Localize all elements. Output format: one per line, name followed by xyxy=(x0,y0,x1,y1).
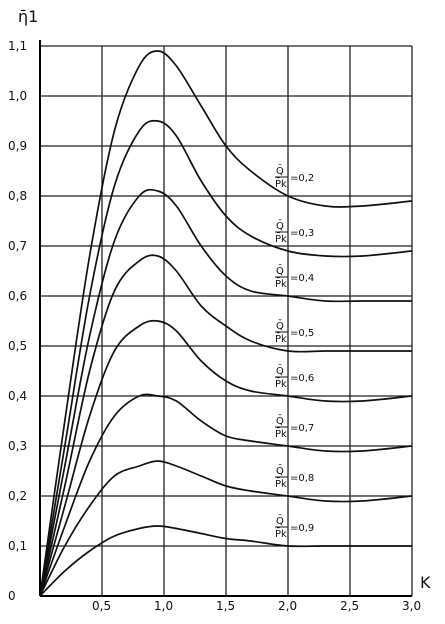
y-tick-label: 0,1 xyxy=(8,539,27,553)
curve-label: Q̄P̄k=0,3 xyxy=(275,219,314,245)
x-tick-label: 3,0 xyxy=(402,599,421,613)
curve-label-denominator: P̄k xyxy=(275,177,287,190)
curve-label: Q̄P̄k=0,4 xyxy=(275,264,314,290)
grid-layer xyxy=(40,45,413,596)
series-line-0-3 xyxy=(39,119,413,597)
curve-label-denominator: P̄k xyxy=(275,477,287,490)
series-line-0-2 xyxy=(39,50,413,597)
curve-label: Q̄P̄k=0,5 xyxy=(275,319,314,345)
y-tick-label: 1,0 xyxy=(8,89,27,103)
y-tick-label: 0,3 xyxy=(8,439,27,453)
y-tick-label: 0,4 xyxy=(8,389,27,403)
curve-label-numerator: Q̄ xyxy=(276,514,284,527)
curve-label-numerator: Q̄ xyxy=(276,364,284,377)
curve-label: Q̄P̄k=0,9 xyxy=(275,514,314,540)
curve-label-value: =0,8 xyxy=(290,473,314,484)
curve-label: Q̄P̄k=0,7 xyxy=(275,414,314,440)
curve-label-denominator: P̄k xyxy=(275,332,287,345)
y-tick-label: 0,9 xyxy=(8,139,27,153)
curve-label-value: =0,5 xyxy=(290,328,314,339)
curve-label-denominator: P̄k xyxy=(275,232,287,245)
curve-label-numerator: Q̄ xyxy=(276,264,284,277)
curve-label-numerator: Q̄ xyxy=(276,464,284,477)
curve-label-numerator: Q̄ xyxy=(276,219,284,232)
curve-label-value: =0,2 xyxy=(290,173,314,184)
curve-label: Q̄P̄k=0,6 xyxy=(275,364,314,390)
curve-label-denominator: P̄k xyxy=(275,427,287,440)
y-tick-label: 0,8 xyxy=(8,189,27,203)
curve-label-numerator: Q̄ xyxy=(276,414,284,427)
y-tick-label: 0,6 xyxy=(8,289,27,303)
curve-label-value: =0,9 xyxy=(290,523,314,534)
x-tick-label: 1,0 xyxy=(154,599,173,613)
curve-label-denominator: P̄k xyxy=(275,527,287,540)
curve-label-value: =0,4 xyxy=(290,273,314,284)
curve-label-numerator: Q̄ xyxy=(276,164,284,177)
series-line-0-9 xyxy=(39,525,412,597)
curve-label: Q̄P̄k=0,2 xyxy=(275,164,314,190)
x-tick-label: 1,5 xyxy=(216,599,235,613)
curve-label-value: =0,6 xyxy=(290,373,314,384)
y-tick-label: 0,5 xyxy=(8,339,27,353)
y-tick-label: 0,7 xyxy=(8,239,27,253)
x-axis-title: K xyxy=(420,573,431,592)
x-tick-label: 0,5 xyxy=(92,599,111,613)
series-layer xyxy=(39,50,413,597)
series-line-0-5 xyxy=(39,254,412,597)
curve-label-denominator: P̄k xyxy=(275,377,287,390)
x-tick-label: 2,5 xyxy=(340,599,359,613)
y-tick-label: 1,1 xyxy=(8,39,27,53)
y-tick-label: 0 xyxy=(8,589,16,603)
labels-layer: Q̄P̄k=0,2Q̄P̄k=0,3Q̄P̄k=0,4Q̄P̄k=0,5Q̄P̄… xyxy=(275,164,314,540)
curve-label: Q̄P̄k=0,8 xyxy=(275,464,314,490)
y-tick-label: 0,2 xyxy=(8,489,27,503)
x-tick-label: 2,0 xyxy=(278,599,297,613)
series-line-0-4 xyxy=(39,188,412,597)
curve-label-denominator: P̄k xyxy=(275,277,287,290)
curve-label-value: =0,3 xyxy=(290,228,314,239)
y-axis-title: η̄1 xyxy=(18,7,38,26)
curve-label-value: =0,7 xyxy=(290,423,314,434)
series-line-0-7 xyxy=(39,393,413,597)
axes-layer: 0 0,1 0,2 0,3 0,4 0,5 0,6 0,7 0,8 0,9 1,0 1,1 0,5 1,0… xyxy=(8,39,421,613)
series-line-0-6 xyxy=(39,319,413,597)
curve-label-numerator: Q̄ xyxy=(276,319,284,332)
series-line-0-8 xyxy=(39,460,413,597)
